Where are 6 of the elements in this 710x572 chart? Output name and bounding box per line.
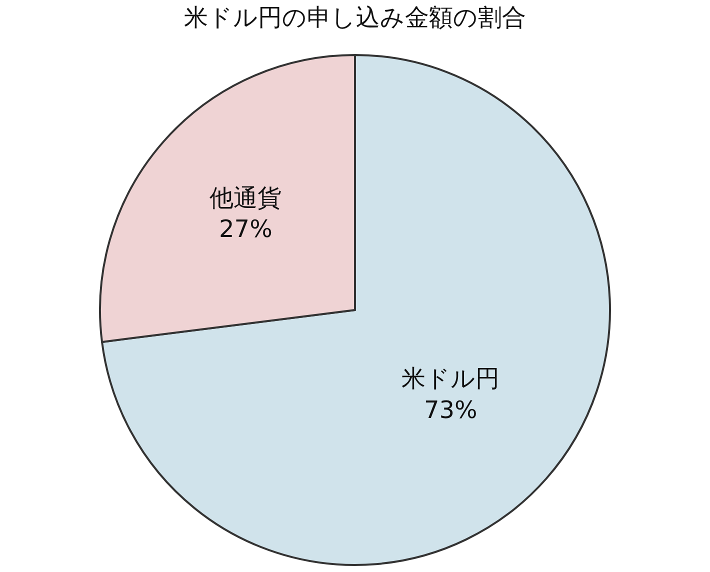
- slice-label: 他通貨: [210, 184, 282, 212]
- pie-slice: [101, 54, 611, 566]
- data-label: 73%: [424, 396, 478, 424]
- chart-title: 米ドル円の申し込み金額の割合: [184, 3, 526, 32]
- data-label: 27%: [219, 215, 272, 244]
- slice-label: 米ドル円: [402, 364, 500, 393]
